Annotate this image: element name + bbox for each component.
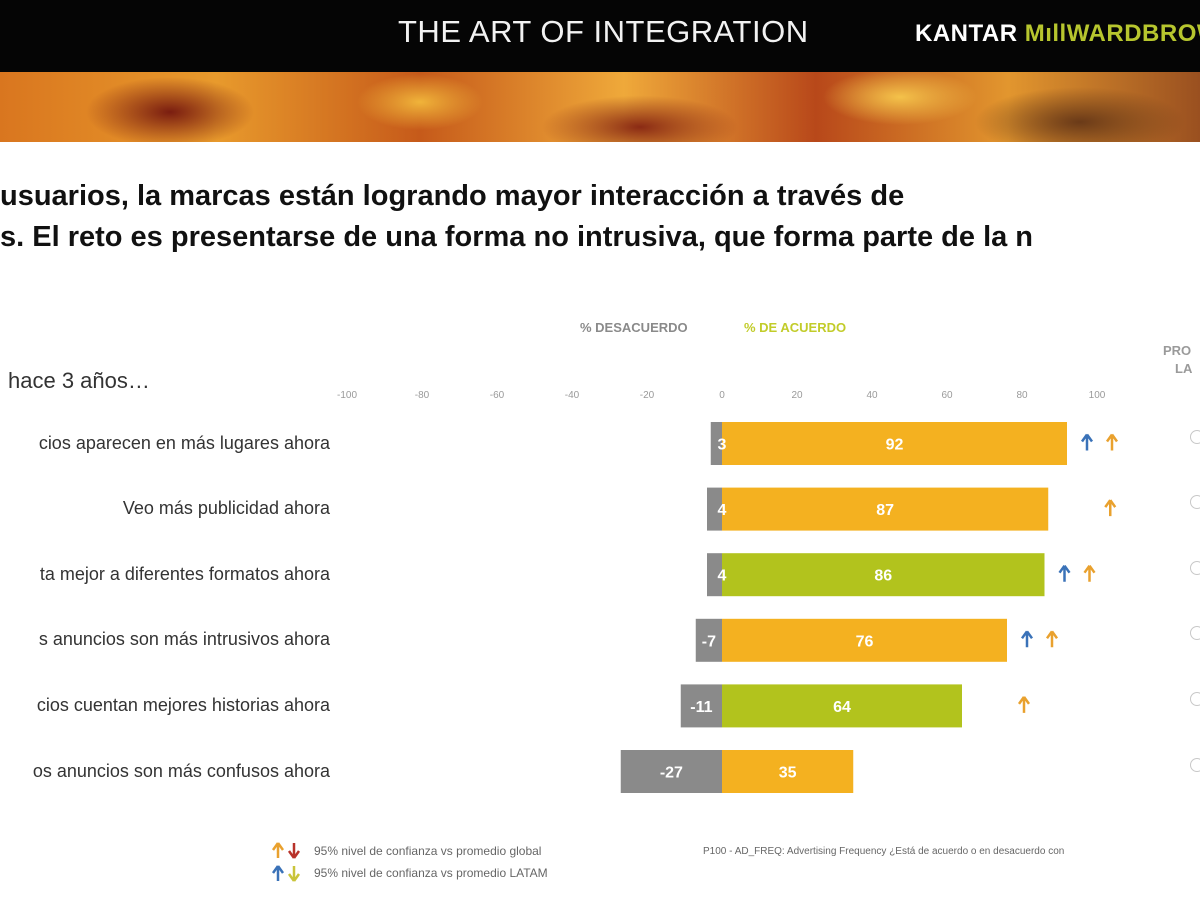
footnote-question: P100 - AD_FREQ: Advertising Frequency ¿E… xyxy=(703,846,1065,857)
arrow-down-icon xyxy=(287,843,301,859)
top-bar: THE ART OF INTEGRATION KANTAR MıllWARDBR… xyxy=(0,0,1200,72)
category-label: cios cuentan mejores historias ahora xyxy=(36,694,330,715)
side-indicator-icon xyxy=(1190,691,1200,706)
side-indicator-icon xyxy=(1190,626,1200,641)
side-column-header: PRO LA xyxy=(1163,342,1192,378)
brand-name-part2: MıllWARDBROWN xyxy=(1024,20,1200,47)
category-label: cios aparecen en más lugares ahora xyxy=(38,432,330,453)
category-label: ta mejor a diferentes formatos ahora xyxy=(39,563,330,584)
brand-name-part1: KANTAR xyxy=(915,20,1025,47)
slide-headline: usuarios, la marcas están logrando mayor… xyxy=(0,176,1200,258)
footnote-global: 95% nivel de confianza vs promedio globa… xyxy=(314,844,542,858)
side-indicator-icon xyxy=(1190,495,1200,510)
arrow-down-icon xyxy=(287,866,301,882)
category-label: os anuncios son más confusos ahora xyxy=(32,760,330,781)
headline-line-2: s. El reto es presentarse de una forma n… xyxy=(0,221,1034,253)
side-header-line-1: PRO xyxy=(1163,343,1192,358)
side-header-line-2: LA xyxy=(1175,361,1193,376)
arrow-up-icon xyxy=(271,865,285,881)
headline-line-1: usuarios, la marcas están logrando mayor… xyxy=(0,180,905,212)
brand-logo: KANTAR MıllWARDBROWN xyxy=(915,20,1200,48)
decorative-banner xyxy=(0,72,1200,142)
legend-disagree: % DESACUERDO xyxy=(580,320,688,335)
legend-agree: % DE ACUERDO xyxy=(744,320,847,335)
footnote-latam: 95% nivel de confianza vs promedio LATAM xyxy=(314,866,548,880)
side-indicator-icon xyxy=(1190,429,1200,444)
category-label: s anuncios son más intrusivos ahora xyxy=(38,629,330,650)
side-indicator-icon xyxy=(1190,560,1200,575)
comparison-prompt: hace 3 años… xyxy=(8,368,150,393)
deck-title: THE ART OF INTEGRATION xyxy=(398,14,809,49)
side-indicator-icon xyxy=(1190,757,1200,772)
category-label: Veo más publicidad ahora xyxy=(122,498,330,519)
arrow-up-icon xyxy=(271,842,285,858)
